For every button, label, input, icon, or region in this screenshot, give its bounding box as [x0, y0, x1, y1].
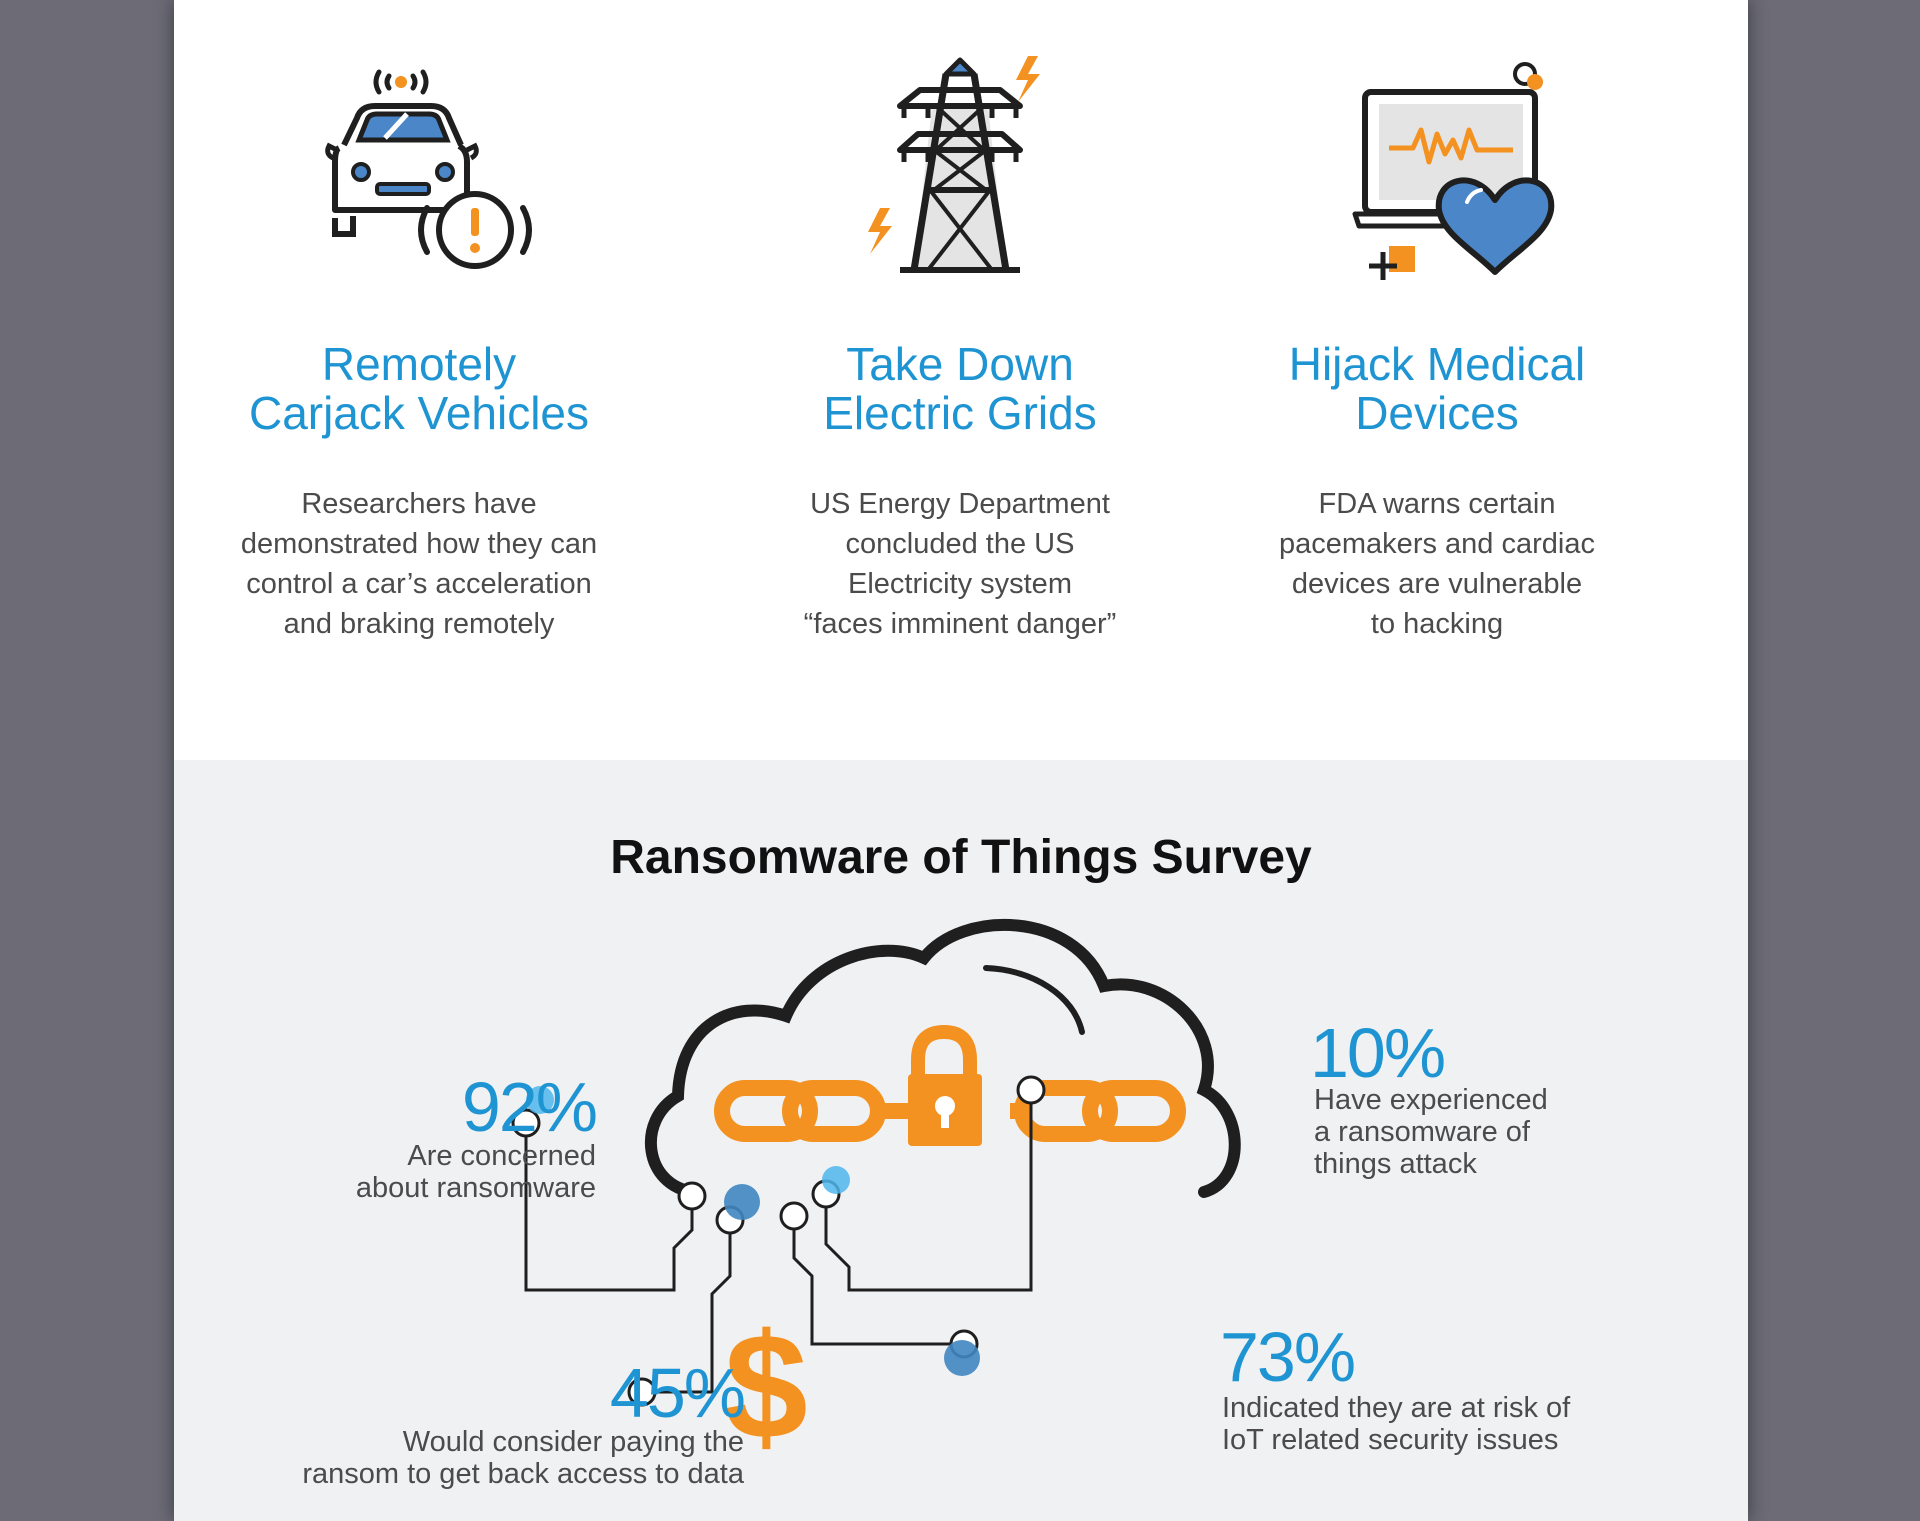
stat-label-at-risk: Indicated they are at risk of IoT relate…	[1222, 1392, 1571, 1456]
card-title: Remotely Carjack Vehicles	[248, 338, 590, 439]
infographic-sheet: Remotely Carjack Vehicles Researchers ha…	[174, 0, 1748, 1521]
dollar-icon: $	[724, 1302, 807, 1470]
car-alert-icon	[325, 69, 532, 269]
stat-value-experienced: 10%	[1310, 1014, 1446, 1092]
card-title: Hijack Medical Devices	[1288, 338, 1586, 439]
stat-value-concerned: 92%	[461, 1068, 598, 1146]
survey-section: Ransomware of Things Survey	[174, 760, 1748, 1521]
stat-value-would-pay: 45%	[609, 1354, 746, 1432]
card-description: Researchers have demonstrated how they c…	[240, 488, 598, 640]
survey-title: Ransomware of Things Survey	[610, 831, 1312, 884]
cloud-icon	[645, 918, 1241, 1198]
medical-device-heart-icon	[1352, 62, 1555, 280]
threats-section: Remotely Carjack Vehicles Researchers ha…	[174, 0, 1748, 760]
card-description: US Energy Department concluded the US El…	[803, 488, 1117, 640]
cloud-ransomware-diagram: $	[511, 918, 1241, 1470]
power-tower-icon	[868, 56, 1040, 273]
stat-label-concerned: Are concerned about ransomware	[355, 1140, 596, 1204]
card-description: FDA warns certain pacemakers and cardiac…	[1279, 488, 1595, 640]
stat-value-at-risk: 73%	[1220, 1318, 1356, 1396]
stat-label-experienced: Have experienced a ransomware of things …	[1314, 1084, 1548, 1180]
padlock-icon	[908, 1024, 982, 1146]
stat-label-would-pay: Would consider paying the ransom to get …	[302, 1426, 744, 1490]
card-title: Take Down Electric Grids	[823, 338, 1097, 439]
